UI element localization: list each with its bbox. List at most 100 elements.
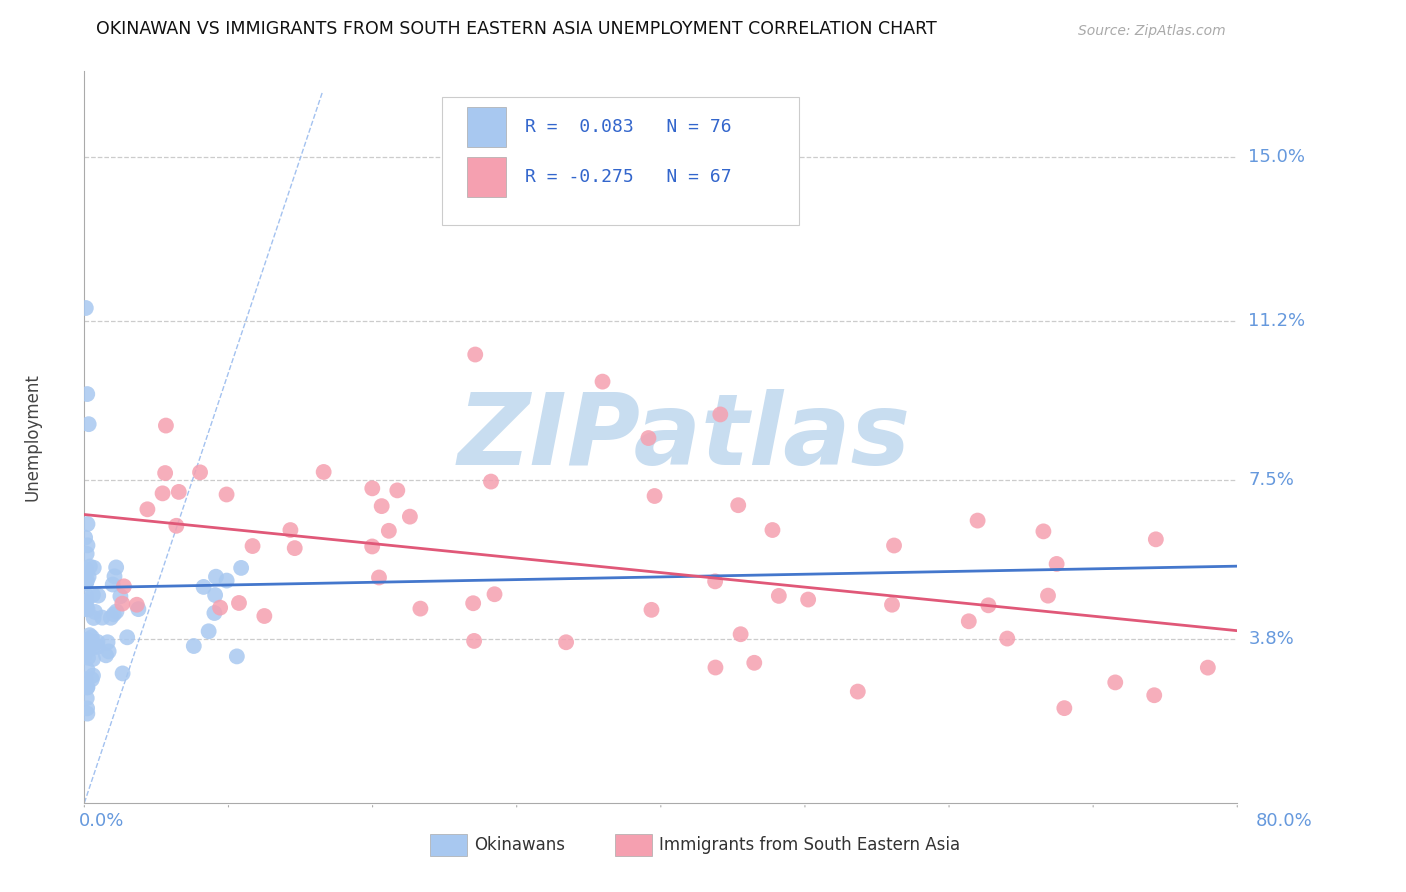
Point [183,639,205,653]
Point [101,577,124,591]
Point [112,579,135,593]
Point [966,514,988,528]
Point [464,347,486,361]
Point [204,588,226,602]
Point [105,605,128,619]
Point [76,691,98,706]
Point [77,650,100,665]
Point [155,418,177,433]
Point [995,632,1018,646]
Point [111,597,134,611]
Point [1197,660,1219,674]
Point [225,649,247,664]
Point [115,630,138,644]
Text: Okinawans: Okinawans [474,836,565,855]
Point [197,624,219,639]
Point [75,679,97,693]
Point [127,602,149,616]
Point [82,668,104,682]
Point [75,595,97,609]
Point [370,499,392,513]
Bar [614,834,651,856]
Text: Source: ZipAtlas.com: Source: ZipAtlas.com [1078,24,1226,38]
Point [387,483,409,498]
Point [463,634,485,648]
Point [76,387,98,401]
Point [97,644,120,658]
Point [846,684,869,698]
Point [125,598,148,612]
Point [77,570,100,584]
Text: Unemployment: Unemployment [24,373,42,501]
Point [361,540,384,554]
Point [368,570,391,584]
Point [152,486,174,500]
Point [82,640,104,655]
Point [76,602,98,616]
Point [79,559,101,574]
Point [880,598,903,612]
Point [80,630,103,644]
Point [94,648,117,663]
Point [883,539,905,553]
Point [75,634,97,648]
Text: 7.5%: 7.5% [1249,471,1295,489]
Point [82,652,104,666]
Point [76,574,98,588]
Point [761,523,783,537]
Point [242,539,264,553]
Point [76,538,98,552]
Point [75,301,97,315]
Point [205,570,228,584]
Bar [467,107,506,147]
Point [463,596,485,610]
Point [768,589,790,603]
Point [555,635,578,649]
Point [83,561,105,575]
Point [188,466,211,480]
Point [165,518,187,533]
Point [75,595,97,609]
Point [103,569,125,583]
Point [111,666,134,681]
Point [91,610,114,624]
Point [361,481,384,495]
Point [75,575,97,590]
Point [76,640,98,655]
Point [957,615,980,629]
Point [1144,533,1167,547]
FancyBboxPatch shape [441,97,799,225]
Point [105,560,128,574]
Point [284,541,307,555]
Bar [430,834,467,856]
Point [96,635,118,649]
Point [193,580,215,594]
Point [110,589,132,603]
Point [86,640,108,654]
Point [84,605,107,619]
Point [167,484,190,499]
Point [709,408,731,422]
Point [215,487,238,501]
Point [75,562,97,576]
Point [76,706,98,721]
Point [79,628,101,642]
Text: Immigrants from South Eastern Asia: Immigrants from South Eastern Asia [658,836,960,855]
Point [228,596,250,610]
Point [1036,589,1059,603]
Point [76,663,98,677]
Point [1046,557,1069,571]
Point [75,531,97,545]
Point [75,599,97,613]
Point [730,627,752,641]
Point [100,611,122,625]
Point [312,465,335,479]
Point [399,509,422,524]
Point [409,601,432,615]
Point [209,600,232,615]
Point [644,489,666,503]
Text: 15.0%: 15.0% [1249,148,1305,167]
Point [86,635,108,649]
Point [253,609,276,624]
Point [75,602,97,616]
